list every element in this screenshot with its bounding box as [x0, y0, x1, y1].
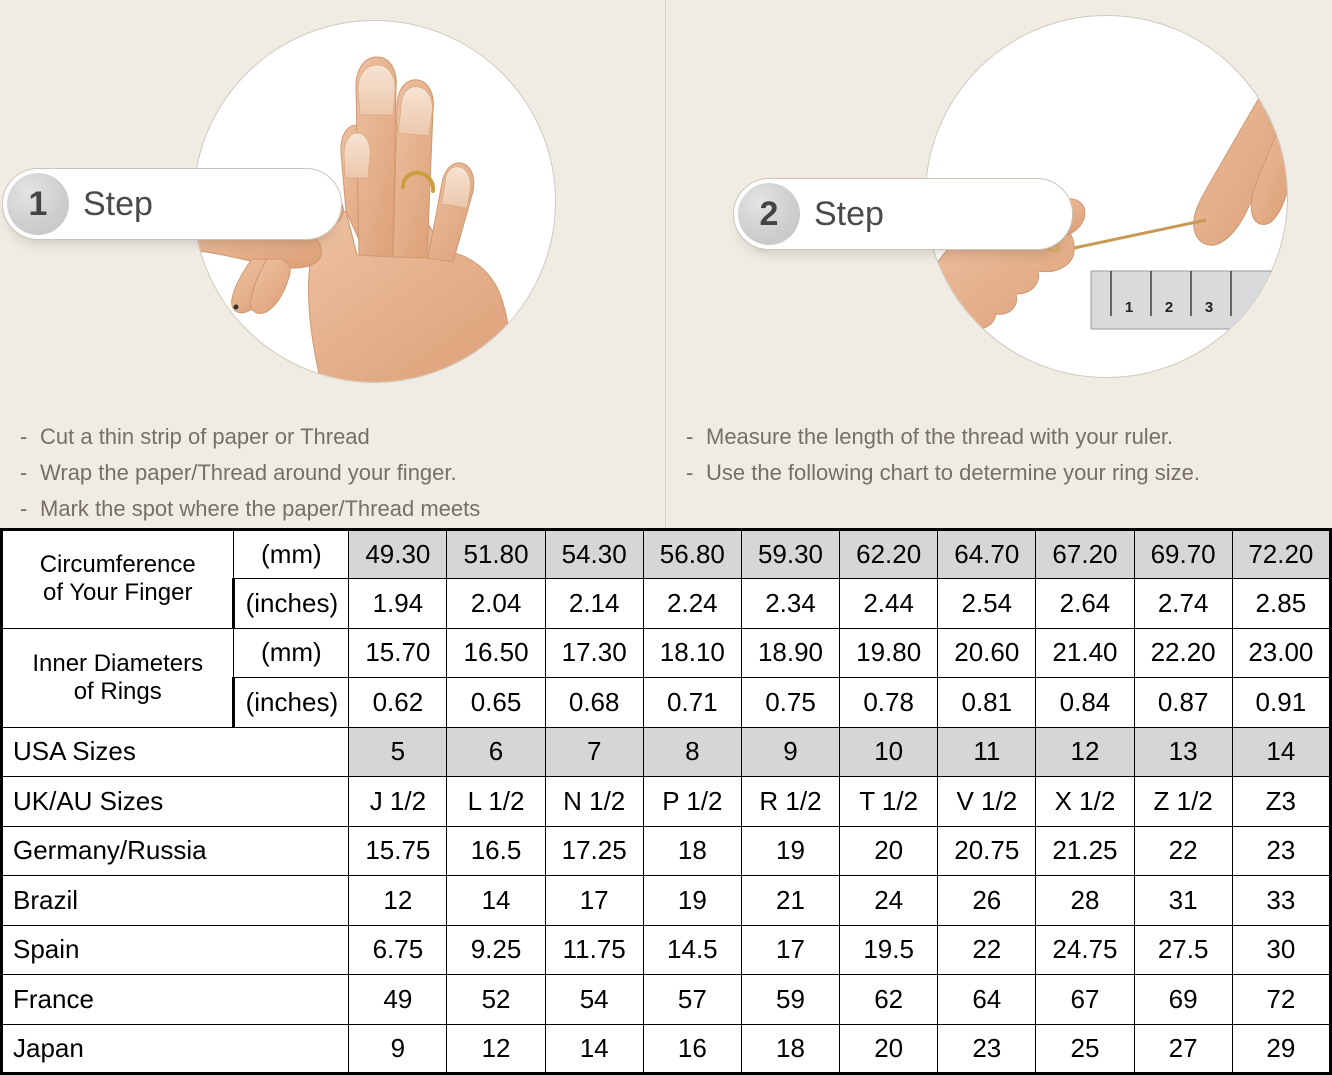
svg-text:3: 3 [1205, 299, 1213, 316]
svg-text:1: 1 [1125, 299, 1133, 316]
svg-text:2: 2 [1165, 299, 1173, 316]
